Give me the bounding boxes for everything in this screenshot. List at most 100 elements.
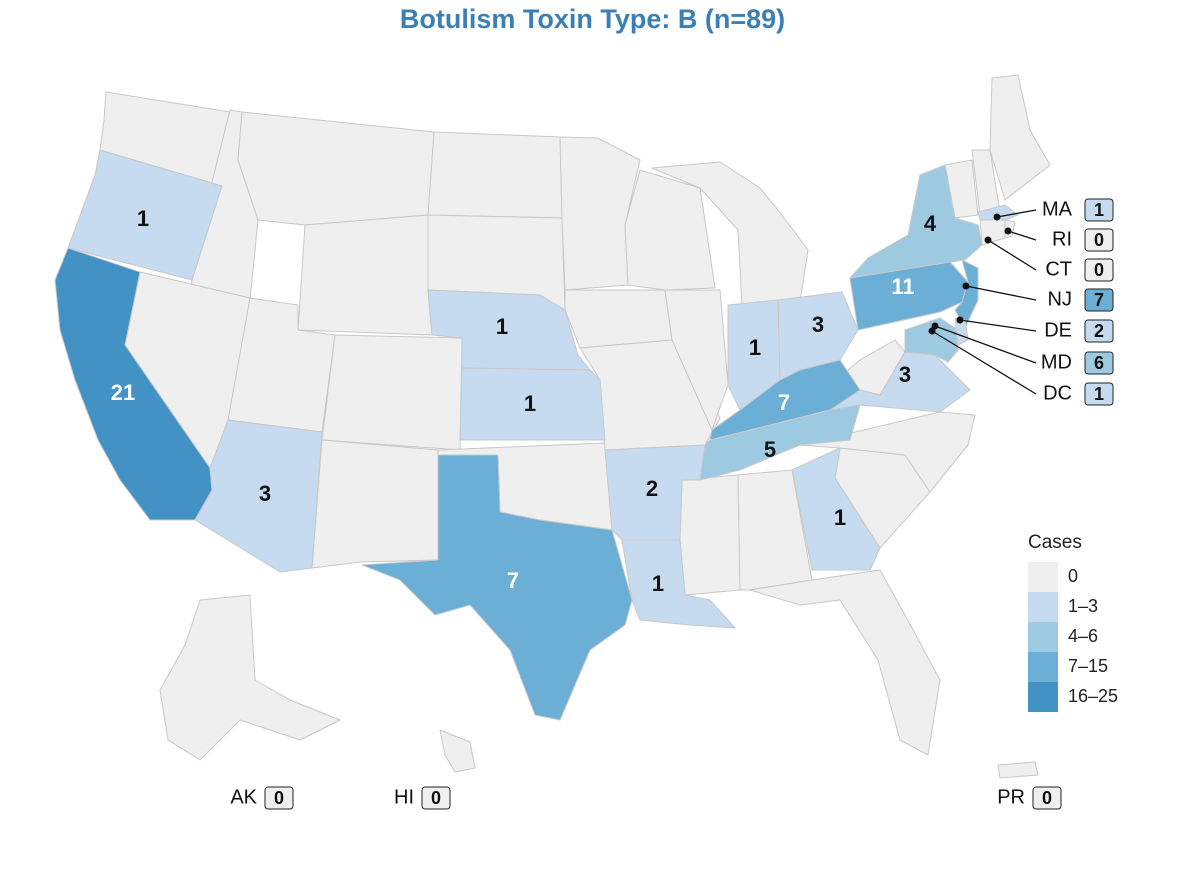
states-layer [54, 74, 1051, 779]
callout-box-NJ [1084, 288, 1114, 312]
state-MA [977, 204, 1019, 221]
callout-leader-MD [934, 325, 1037, 364]
callout-dot-MA [993, 213, 1001, 221]
callout-value-NJ: 7 [1094, 290, 1104, 310]
state-VA [829, 351, 971, 413]
state-value-IN: 1 [749, 335, 761, 360]
callout-box-MA [1084, 198, 1114, 222]
state-HI [439, 729, 476, 773]
callout-value-CT: 0 [1094, 260, 1104, 280]
callout-dot-CT [984, 236, 992, 244]
callout-label-MD: MD [1041, 351, 1072, 373]
territory-box-HI [421, 786, 451, 810]
state-value-AR: 2 [646, 476, 658, 501]
state-value-TX: 7 [507, 568, 519, 593]
legend-label: 4–6 [1068, 626, 1098, 646]
callout-label-MA: MA [1042, 198, 1073, 220]
state-value-KS: 1 [524, 391, 536, 416]
legend-label: 1–3 [1068, 596, 1098, 616]
callout-leader-CT [987, 239, 1037, 271]
state-TN [699, 404, 861, 481]
state-IL [664, 289, 729, 431]
legend-label: 0 [1068, 566, 1078, 586]
state-FL [749, 569, 941, 756]
territory-box-AK [264, 786, 294, 810]
callout-dot-RI [1004, 227, 1012, 235]
territory-label-AK: AK [230, 786, 257, 808]
state-value-NY: 4 [924, 211, 937, 236]
state-AZ [194, 419, 323, 573]
callout-box-DE [1084, 319, 1114, 343]
territory-value-PR: 0 [1042, 788, 1052, 808]
state-NY [849, 164, 983, 279]
callout-dot-NJ [962, 282, 970, 290]
callout-leader-RI [1007, 230, 1037, 241]
territories-layer: AK 0 HI 0 PR 0 [230, 786, 1062, 810]
legend-swatch [1028, 622, 1058, 652]
state-OR [67, 149, 223, 281]
callout-label-DC: DC [1043, 382, 1072, 404]
callout-dot-DC [928, 327, 936, 335]
state-IA [564, 289, 673, 349]
callout-label-CT: CT [1045, 258, 1072, 280]
callout-leader-MA [996, 209, 1037, 218]
state-MS [679, 474, 741, 596]
state-value-PA: 11 [891, 274, 914, 299]
territory-value-AK: 0 [274, 788, 284, 808]
callout-leader-DC [931, 330, 1037, 395]
state-CA [54, 247, 213, 521]
state-value-OR: 1 [137, 206, 149, 231]
legend-swatch [1028, 682, 1058, 712]
state-TX [361, 454, 633, 721]
territory-box-PR [1032, 786, 1062, 810]
callout-leader-DE [959, 319, 1037, 332]
state-CO [321, 334, 463, 451]
state-LA [621, 539, 736, 629]
callout-value-DE: 2 [1094, 321, 1104, 341]
legend: Cases 0 1–3 4–6 7–15 16–25 [1028, 532, 1118, 712]
state-value-VA: 3 [899, 362, 911, 387]
legend-swatch [1028, 592, 1058, 622]
callout-label-NJ: NJ [1048, 288, 1072, 310]
state-NC [799, 411, 976, 493]
state-value-GA: 1 [834, 505, 846, 530]
territory-value-HI: 0 [431, 788, 441, 808]
callout-box-MD [1084, 351, 1114, 375]
callout-dot-DE [956, 316, 964, 324]
state-value-LA: 1 [652, 571, 664, 596]
callout-value-DC: 1 [1094, 384, 1104, 404]
state-value-NE: 1 [496, 314, 508, 339]
callout-box-CT [1084, 258, 1114, 282]
state-MI [651, 161, 809, 306]
state-value-AZ: 3 [259, 481, 271, 506]
legend-swatch [1028, 652, 1058, 682]
territory-label-HI: HI [394, 786, 414, 808]
state-value-TN: 5 [764, 437, 776, 462]
callout-value-MA: 1 [1094, 200, 1104, 220]
callout-value-MD: 6 [1094, 353, 1104, 373]
state-CT [979, 219, 1006, 246]
state-value-KY: 7 [778, 390, 790, 415]
callout-box-RI [1084, 228, 1114, 252]
state-WY [297, 214, 433, 336]
state-PR [997, 761, 1039, 779]
legend-label: 7–15 [1068, 656, 1108, 676]
state-AK [159, 594, 341, 761]
callout-label-DE: DE [1044, 319, 1072, 341]
callout-value-RI: 0 [1094, 230, 1104, 250]
state-value-OH: 3 [812, 312, 824, 337]
legend-label: 16–25 [1068, 686, 1118, 706]
callout-label-RI: RI [1052, 228, 1072, 250]
callout-box-DC [1084, 382, 1114, 406]
state-value-CA: 21 [111, 380, 135, 405]
state-GA [791, 447, 881, 571]
state-KS [459, 367, 606, 441]
map-title: Botulism Toxin Type: B (n=89) [399, 4, 786, 34]
legend-swatch [1028, 562, 1058, 592]
callout-leader-NJ [965, 285, 1037, 301]
state-NM [311, 439, 439, 569]
callouts-layer: MA 1 RI 0 CT 0 NJ 7 DE 2 MD 6 DC 1 [928, 198, 1114, 406]
state-ND [427, 131, 563, 219]
